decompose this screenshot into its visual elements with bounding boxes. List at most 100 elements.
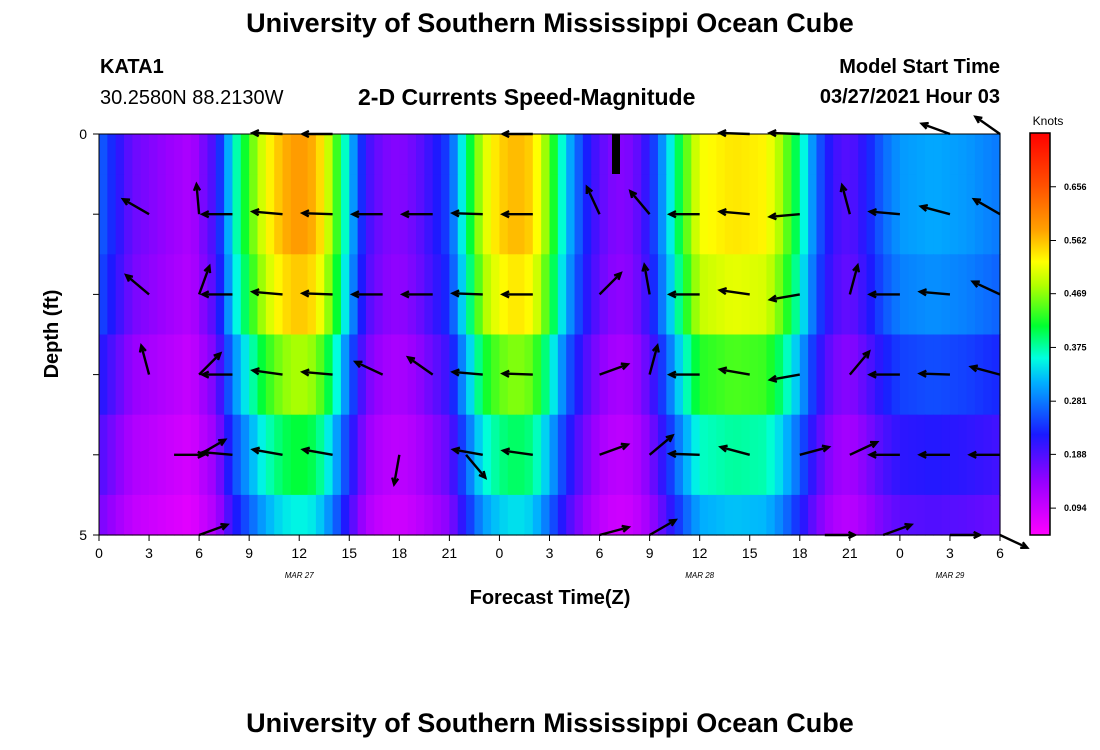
heatmap-cell [107, 254, 117, 336]
heatmap-cell [758, 334, 767, 416]
heatmap-cell [274, 134, 284, 175]
heatmap-cell [149, 174, 158, 255]
heatmap-cell [199, 494, 209, 536]
heatmap-cell [157, 334, 167, 416]
heatmap-cell [416, 334, 425, 416]
heatmap-cell [591, 134, 601, 175]
heatmap-cell [599, 334, 609, 416]
heatmap-cell [949, 174, 959, 255]
heatmap-cell [908, 334, 918, 416]
heatmap-cell [716, 174, 726, 255]
heatmap-cell [466, 134, 476, 175]
heatmap-cell [332, 254, 342, 336]
heatmap-cell [182, 174, 192, 255]
current-vector-arrow [399, 210, 433, 219]
heatmap-cell [833, 254, 843, 336]
heatmap-cell [449, 494, 459, 536]
heatmap-cell [199, 134, 209, 175]
heatmap-cell [899, 494, 909, 536]
heatmap-cell [741, 414, 751, 496]
heatmap-cell [991, 334, 1001, 416]
current-vector-arrow [250, 446, 283, 456]
heatmap-cell [482, 254, 492, 336]
heatmap-cell [716, 414, 726, 496]
heatmap-cell [416, 414, 425, 496]
heatmap-cell [833, 334, 843, 416]
heatmap-cell [399, 414, 409, 496]
heatmap-cell [958, 254, 968, 336]
heatmap-cell [124, 334, 133, 416]
heatmap-cell [758, 494, 767, 536]
heatmap-cell [249, 254, 259, 336]
heatmap-cell [958, 494, 968, 536]
heatmap-cell [399, 134, 409, 175]
heatmap-cell [491, 174, 501, 255]
heatmap-cell [441, 494, 450, 536]
heatmap-cell [716, 134, 726, 175]
heatmap-cell [607, 334, 617, 416]
heatmap-cell [332, 134, 342, 175]
heatmap-cell [382, 334, 392, 416]
heatmap-cell [858, 334, 868, 416]
heatmap-cell [374, 334, 384, 416]
heatmap-cell [132, 174, 142, 255]
current-vector-arrow [666, 210, 700, 219]
current-vector-arrow [599, 442, 631, 456]
heatmap-cell [457, 494, 467, 536]
current-vector-arrow [450, 289, 483, 298]
heatmap-cell [591, 494, 601, 536]
heatmap-cell [282, 494, 292, 536]
heatmap-cell [157, 254, 167, 336]
heatmap-cell [240, 494, 250, 536]
current-vector-arrow [450, 446, 483, 456]
heatmap-cell [541, 414, 551, 496]
heatmap-cell [265, 414, 275, 496]
heatmap-cell [708, 334, 717, 416]
current-vector-arrow [465, 454, 488, 480]
heatmap-cell [299, 334, 309, 416]
heatmap-cell [190, 494, 200, 536]
heatmap-cell [883, 494, 893, 536]
heatmap-cell [115, 494, 125, 536]
heatmap-cell [774, 494, 784, 536]
current-vector-arrow [917, 369, 950, 378]
date-label: MAR 27 [285, 571, 314, 580]
heatmap-cell [858, 494, 868, 536]
heatmap-cell [349, 494, 359, 536]
heatmap-cell [491, 254, 501, 336]
heatmap-cell [708, 134, 717, 175]
heatmap-cell [966, 134, 976, 175]
heatmap-cell [783, 414, 793, 496]
heatmap-cell [482, 174, 492, 255]
heatmap-cell [841, 334, 851, 416]
heatmap-cell [365, 494, 375, 536]
heatmap-cell [808, 134, 818, 175]
heatmap-cell [557, 494, 567, 536]
heatmap-cell [933, 494, 943, 536]
x-tick-label: 18 [392, 545, 408, 561]
heatmap-cell [265, 254, 275, 336]
heatmap-cell [632, 134, 642, 175]
heatmap-cell [641, 134, 651, 175]
heatmap-cell [574, 334, 584, 416]
heatmap-cell [224, 134, 234, 175]
heatmap-cell [899, 134, 909, 175]
current-vector-arrow [973, 115, 1001, 135]
current-vector-arrow [352, 360, 384, 376]
heatmap-cell [649, 174, 659, 255]
heatmap-cell [849, 334, 859, 416]
heatmap-cell [257, 174, 267, 255]
heatmap-cell [674, 494, 684, 536]
heatmap-cell [624, 174, 634, 255]
current-vector-arrow [641, 262, 651, 295]
heatmap-cell [399, 494, 409, 536]
heatmap-cell [783, 254, 793, 336]
heatmap-cell [607, 414, 617, 496]
heatmap-cell [624, 414, 634, 496]
heatmap-cell [641, 174, 651, 255]
heatmap-cell [566, 174, 576, 255]
y-axis-label: Depth (ft) [41, 290, 63, 379]
current-vector-arrow [199, 210, 233, 219]
heatmap-cell [816, 494, 826, 536]
heatmap-cell [516, 494, 526, 536]
